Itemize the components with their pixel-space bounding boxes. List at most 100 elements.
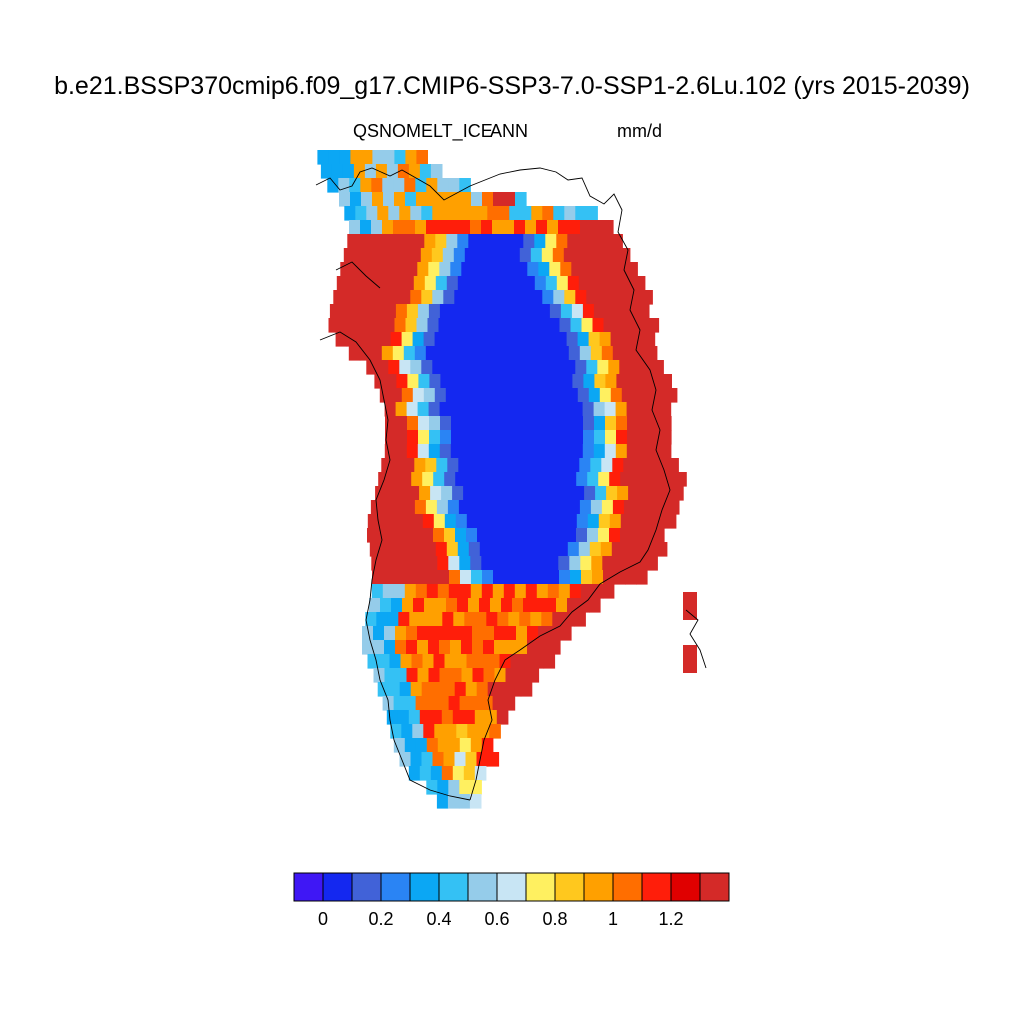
- map-cell: [631, 472, 643, 487]
- map-cell: [477, 514, 490, 529]
- map-cell: [581, 318, 594, 333]
- map-cell: [455, 654, 468, 669]
- map-cell: [437, 780, 449, 795]
- map-cell: [505, 304, 518, 319]
- map-cell: [556, 598, 568, 613]
- map-cell: [638, 430, 650, 445]
- map-cell: [469, 794, 482, 809]
- map-cell: [384, 402, 397, 417]
- map-cell: [413, 276, 426, 291]
- map-cell: [394, 150, 406, 165]
- map-cell: [433, 654, 446, 669]
- map-cell: [472, 402, 485, 417]
- map-cell: [421, 290, 433, 305]
- map-cell: [608, 290, 620, 305]
- map-cell: [417, 444, 430, 459]
- map-cell: [482, 192, 494, 207]
- map-cell: [453, 248, 466, 263]
- map-cell: [494, 444, 507, 459]
- map-cell: [620, 514, 633, 529]
- map-cell: [381, 458, 393, 473]
- map-cell: [382, 556, 394, 571]
- map-cell: [480, 346, 493, 361]
- map-cell: [421, 682, 434, 697]
- map-cell: [493, 192, 505, 207]
- map-cell: [645, 458, 657, 473]
- map-cell: [448, 178, 460, 193]
- map-cell: [416, 570, 428, 585]
- map-cell: [460, 570, 472, 585]
- map-cell: [513, 500, 526, 515]
- map-cell: [394, 570, 406, 585]
- map-cell: [477, 472, 489, 487]
- map-cell: [376, 248, 389, 263]
- map-cell: [567, 598, 579, 613]
- map-cell: [417, 304, 430, 319]
- map-cell: [615, 262, 627, 277]
- map-cell: [602, 584, 615, 599]
- map-cell: [589, 234, 601, 249]
- map-cell: [478, 724, 490, 739]
- map-cell: [527, 304, 540, 319]
- map-cell: [525, 584, 538, 599]
- map-cell: [631, 514, 644, 529]
- map-cell: [498, 206, 510, 221]
- map-cell: [414, 500, 427, 515]
- colorbar-box: [409, 872, 440, 902]
- map-cell: [366, 360, 378, 375]
- map-cell: [605, 416, 617, 431]
- map-cell: [333, 290, 345, 305]
- colorbar-box: [438, 872, 469, 902]
- map-cell: [344, 290, 356, 305]
- map-cell: [565, 514, 578, 529]
- map-cell: [595, 486, 607, 501]
- map-cell: [440, 374, 452, 389]
- map-cell: [484, 374, 496, 389]
- map-cell: [598, 472, 610, 487]
- colorbar-box: [322, 872, 353, 902]
- map-cell: [459, 584, 472, 599]
- map-cell: [432, 290, 444, 305]
- map-cell: [439, 304, 452, 319]
- map-cell: [580, 220, 592, 235]
- map-cell: [404, 220, 416, 235]
- map-cell: [417, 402, 430, 417]
- map-cell: [620, 528, 632, 543]
- map-cell: [587, 528, 599, 543]
- map-cell: [552, 248, 565, 263]
- map-cell: [384, 626, 396, 641]
- map-cell: [466, 528, 478, 543]
- map-cell: [450, 402, 463, 417]
- colorbar-labels: 0 0.2 0.4 0.6 0.8 1 1.2: [318, 909, 684, 929]
- map-cell: [399, 290, 411, 305]
- map-cell: [349, 220, 361, 235]
- map-cell: [560, 262, 572, 277]
- map-cell: [448, 556, 460, 571]
- map-cell: [572, 416, 584, 431]
- map-cell: [412, 388, 425, 403]
- map-cell: [430, 766, 443, 781]
- map-cell: [473, 430, 485, 445]
- map-cell: [403, 500, 416, 515]
- map-cell: [545, 234, 557, 249]
- map-cell: [384, 262, 396, 277]
- map-cell: [408, 710, 421, 725]
- map-cell: [546, 458, 558, 473]
- map-cell: [648, 444, 661, 459]
- map-cell: [578, 234, 590, 249]
- map-cell: [420, 248, 433, 263]
- map-cell: [567, 234, 579, 249]
- map-cell: [615, 444, 628, 459]
- map-cell: [459, 780, 471, 795]
- map-cell: [582, 304, 595, 319]
- map-cell: [568, 346, 581, 361]
- coastline-segment: [685, 609, 707, 669]
- map-cell: [642, 514, 655, 529]
- map-cell: [661, 486, 673, 501]
- map-cell: [649, 416, 661, 431]
- map-cell: [328, 318, 341, 333]
- map-cell: [406, 640, 418, 655]
- map-cell: [543, 514, 556, 529]
- map-cell: [474, 710, 487, 725]
- colorbar-box: [641, 872, 672, 902]
